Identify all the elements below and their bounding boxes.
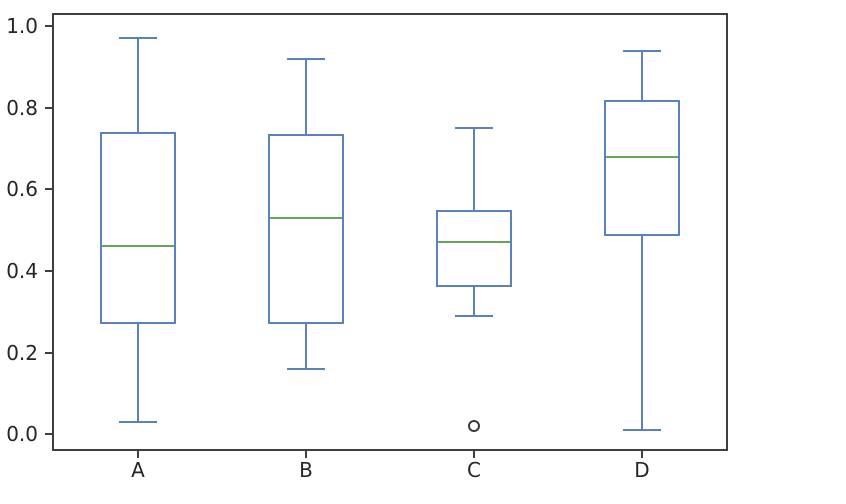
y-tick-label: 0.8 — [6, 95, 38, 120]
x-tick-label: D — [634, 458, 650, 482]
whisker-upper-A — [137, 38, 139, 133]
cap-lower-C — [455, 314, 493, 317]
x-tick — [305, 451, 307, 458]
whisker-upper-B — [305, 58, 307, 135]
whisker-upper-C — [473, 128, 475, 210]
y-tick — [45, 106, 52, 109]
plot-area — [52, 13, 728, 451]
whisker-lower-D — [641, 236, 643, 431]
outlier-marker-C — [468, 420, 480, 433]
y-tick-label: 0.4 — [6, 258, 38, 283]
cap-upper-C — [455, 127, 493, 130]
whisker-lower-B — [305, 324, 307, 369]
box-D — [604, 99, 680, 237]
x-tick — [137, 451, 139, 458]
y-tick-label: 0.0 — [6, 422, 38, 447]
x-tick-label: A — [131, 458, 145, 482]
y-tick — [45, 433, 52, 436]
x-tick — [473, 451, 475, 458]
box-A — [100, 132, 176, 325]
y-tick — [45, 269, 52, 272]
whisker-upper-D — [641, 50, 643, 100]
cap-upper-D — [623, 49, 661, 52]
median-A — [102, 245, 174, 248]
cap-lower-B — [287, 367, 325, 370]
median-C — [438, 241, 510, 244]
whisker-lower-A — [137, 324, 139, 423]
x-tick-label: C — [467, 458, 481, 482]
x-tick-label: B — [299, 458, 313, 482]
y-tick — [45, 351, 52, 354]
x-tick — [641, 451, 643, 458]
box-C — [436, 209, 512, 288]
y-tick-label: 1.0 — [6, 14, 38, 39]
box-B — [268, 134, 344, 325]
cap-lower-A — [119, 421, 157, 424]
cap-upper-A — [119, 37, 157, 40]
y-tick-label: 0.2 — [6, 340, 38, 365]
median-D — [606, 155, 678, 158]
y-tick — [45, 25, 52, 28]
y-tick-label: 0.6 — [6, 177, 38, 202]
cap-upper-B — [287, 57, 325, 60]
cap-lower-D — [623, 429, 661, 432]
y-tick — [45, 188, 52, 191]
median-B — [270, 216, 342, 219]
whisker-lower-C — [473, 287, 475, 316]
